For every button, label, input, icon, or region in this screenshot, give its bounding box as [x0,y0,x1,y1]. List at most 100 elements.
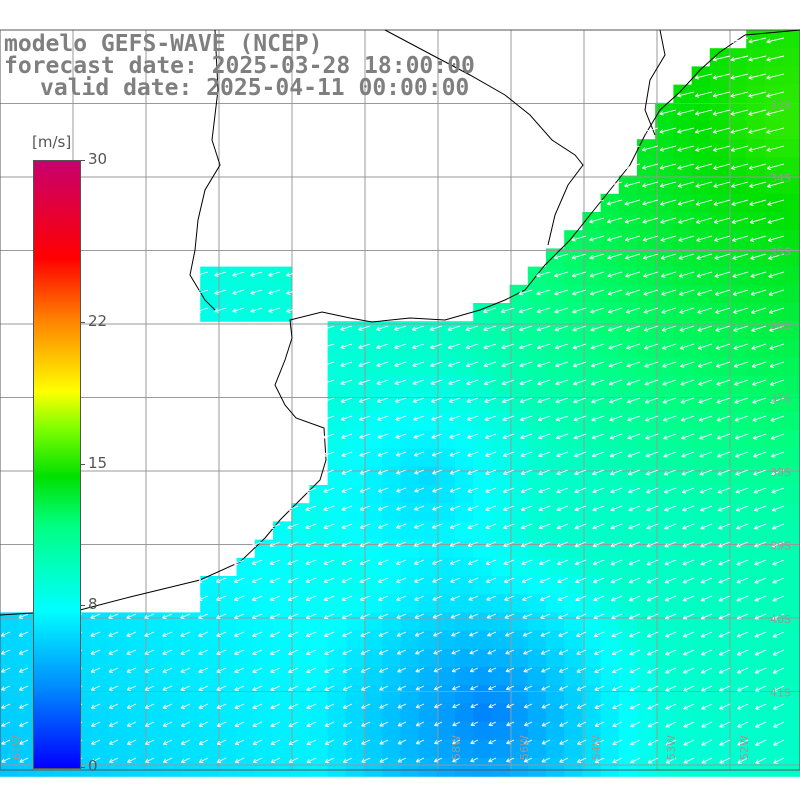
wind-speed-cell [473,466,492,486]
wind-speed-cell [109,721,128,741]
wind-speed-cell [709,503,729,522]
wind-arrow [415,667,425,673]
wind-speed-cell [782,175,800,195]
wind-speed-cell [673,303,693,322]
wind-vectors [0,37,785,764]
wind-speed-cell [236,303,256,322]
wind-speed-cell [782,48,800,67]
wind-speed-cell [509,503,529,522]
wind-speed-cell [509,321,529,340]
wind-arrow [731,217,749,224]
wind-arrow [555,415,569,422]
wind-arrow [109,757,119,763]
wind-arrow [216,757,227,763]
wind-arrow [768,253,785,260]
wind-speed-cell [182,703,201,723]
wind-arrow [234,667,245,673]
wind-arrow [90,613,101,619]
wind-arrow [162,613,173,619]
wind-speed-cell [200,576,219,595]
wind-arrow [701,739,713,746]
wind-speed-cell [709,667,729,686]
wind-arrow [606,181,623,188]
wind-arrow [718,559,731,566]
wind-arrow [467,451,479,457]
wind-speed-cell [728,430,747,450]
wind-arrow [698,415,713,422]
wind-speed-cell [618,503,638,522]
wind-arrow [537,397,551,404]
wind-speed-cell [291,703,310,723]
wind-arrow [395,523,407,529]
wind-speed-cell [564,448,583,468]
wind-arrow [770,415,785,422]
wind-arrow [712,127,731,134]
wind-speed-cell [673,266,693,286]
wind-speed-cell [327,576,347,595]
wind-speed-cell [618,667,638,686]
wind-arrow [376,325,389,331]
wind-speed-cell [728,721,747,741]
longitude-label: 52W [738,735,751,760]
wind-arrow [252,721,263,727]
wind-speed-cell [455,466,474,486]
wind-speed-cell [309,503,329,522]
wind-speed-cell [218,594,238,613]
wind-arrow [683,685,695,692]
wind-speed-cell [728,230,747,249]
wind-arrow [144,667,155,673]
wind-arrow [681,433,695,440]
wind-arrow [269,631,281,638]
wind-arrow [414,595,425,601]
wind-arrow [1,703,11,709]
wind-speed-cell [418,703,438,723]
wind-arrow [484,397,497,404]
wind-speed-cell [637,521,656,541]
wind-arrow [519,397,533,404]
wind-speed-cell [163,721,183,741]
wind-arrow [750,289,767,296]
wind-speed-cell [145,721,165,741]
wind-arrow [664,523,677,530]
wind-speed-cell [200,594,219,613]
wind-speed-cell [418,630,438,650]
wind-arrow [324,739,335,745]
wind-speed-cell [418,394,438,413]
wind-speed-cell [782,430,800,450]
wind-arrow [429,325,443,332]
wind-speed-cell [600,485,620,504]
wind-arrow [628,613,641,620]
wind-arrow [396,631,407,637]
wind-arrow [342,739,353,745]
wind-speed-cell [182,739,201,759]
wind-speed-cell [709,576,729,595]
wind-speed-cell [491,430,511,450]
wind-arrow [91,757,101,763]
wind-speed-cell [564,557,583,577]
wind-arrow [469,649,479,655]
wind-speed-cell [345,539,365,559]
wind-arrow [252,631,263,637]
wind-speed-cell [455,412,474,431]
wind-arrow [697,361,713,368]
wind-arrow [540,649,551,655]
wind-speed-cell [527,721,547,741]
wind-speed-cell [491,321,511,340]
wind-speed-cell [327,685,347,704]
wind-arrow [252,649,263,655]
wind-arrow [413,451,425,457]
wind-arrow [624,217,641,224]
wind-speed-cell [382,394,401,413]
wind-arrow [504,613,515,619]
wind-speed-cell [345,485,365,504]
wind-speed-cell [728,248,747,268]
wind-speed-cell [746,48,765,67]
wind-speed-cell [273,758,292,777]
wind-arrow [677,163,695,170]
wind-arrow [754,631,767,638]
wind-arrow [677,181,695,188]
wind-speed-cell [364,667,383,686]
wind-arrow [288,667,299,674]
wind-speed-cell [782,121,800,140]
wind-arrow [701,703,713,710]
